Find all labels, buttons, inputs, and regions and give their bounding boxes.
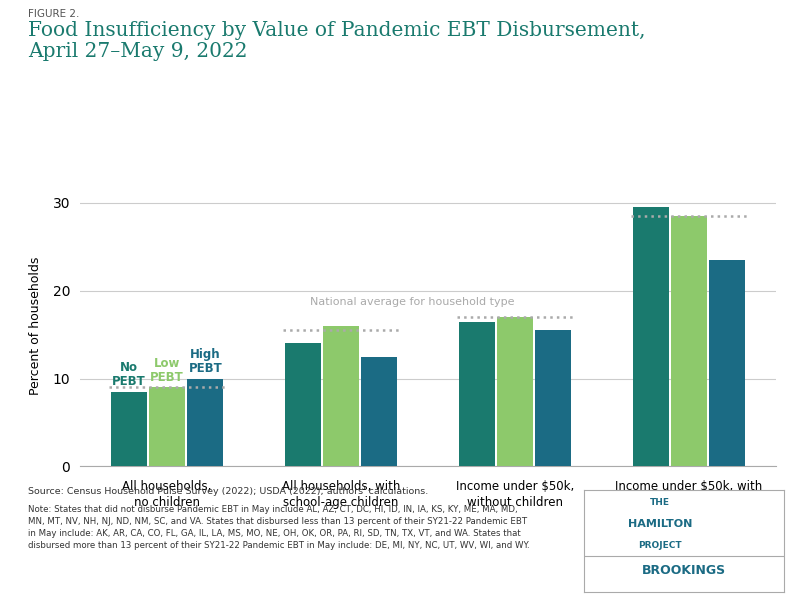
Bar bbox=[285, 343, 321, 466]
Text: Low
PEBT: Low PEBT bbox=[150, 357, 184, 384]
Bar bbox=[111, 392, 146, 466]
Bar bbox=[497, 317, 533, 466]
Bar bbox=[459, 322, 494, 466]
Text: THE: THE bbox=[650, 499, 670, 508]
Text: April 27–May 9, 2022: April 27–May 9, 2022 bbox=[28, 42, 247, 61]
Text: Source: Census Household Pulse Survey (2022); USDA (2022); authors' calculations: Source: Census Household Pulse Survey (2… bbox=[28, 487, 428, 496]
Bar bbox=[323, 326, 359, 466]
Text: HAMILTON: HAMILTON bbox=[628, 519, 692, 529]
Text: BROOKINGS: BROOKINGS bbox=[642, 563, 726, 576]
Text: FIGURE 2.: FIGURE 2. bbox=[28, 9, 79, 19]
Text: National average for household type: National average for household type bbox=[310, 297, 515, 307]
Bar bbox=[710, 260, 745, 466]
Text: PROJECT: PROJECT bbox=[638, 541, 682, 550]
Bar bbox=[535, 330, 571, 466]
Text: No
PEBT: No PEBT bbox=[112, 361, 146, 388]
Bar bbox=[187, 379, 223, 466]
Y-axis label: Percent of households: Percent of households bbox=[29, 257, 42, 395]
Text: High
PEBT: High PEBT bbox=[189, 348, 222, 375]
Text: Note: States that did not disburse Pandemic EBT in May include AL, AZ, CT, DC, H: Note: States that did not disburse Pande… bbox=[28, 505, 530, 550]
Bar bbox=[362, 356, 397, 466]
Bar bbox=[149, 388, 185, 466]
Bar bbox=[633, 208, 669, 466]
Bar bbox=[671, 216, 707, 466]
Text: Food Insufficiency by Value of Pandemic EBT Disbursement,: Food Insufficiency by Value of Pandemic … bbox=[28, 21, 646, 40]
